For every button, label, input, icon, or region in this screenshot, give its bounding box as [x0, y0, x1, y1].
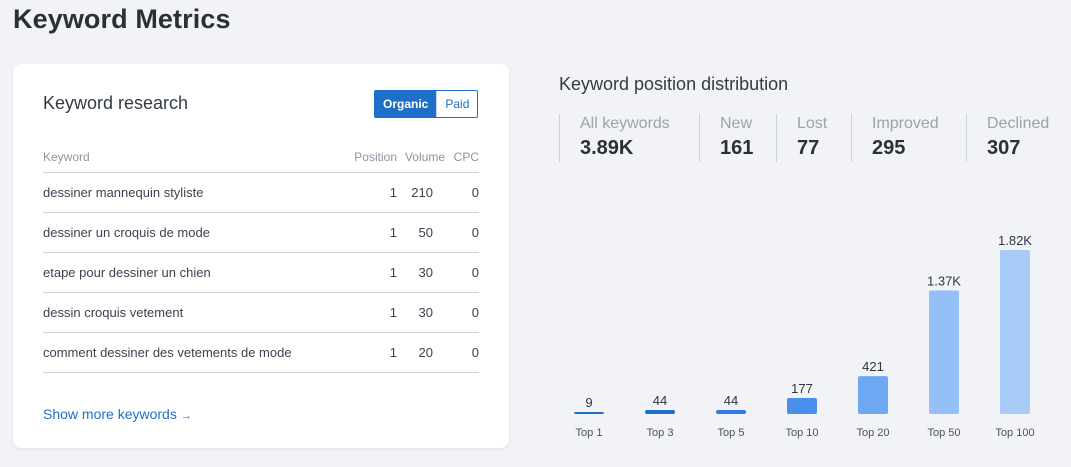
metric-all-keywords: All keywords 3.89K: [559, 114, 699, 162]
volume-cell: 30: [418, 305, 433, 320]
page-title: Keyword Metrics: [13, 4, 231, 34]
table-row[interactable]: dessin croquis vetement 1 30 0: [43, 293, 479, 333]
x-tick-label: Top 3: [647, 427, 674, 439]
cpc-cell: 0: [471, 305, 479, 320]
metric-value: 3.89K: [580, 137, 634, 159]
x-tick-label: Top 1: [576, 427, 603, 439]
show-more-label: Show more keywords: [43, 406, 177, 422]
position-cell: 1: [389, 345, 397, 360]
bar-top-50[interactable]: [929, 290, 959, 414]
metric-label: Improved: [872, 115, 939, 132]
bar-top-3[interactable]: [645, 410, 675, 414]
keyword-cell: etape pour dessiner un chien: [43, 265, 211, 280]
column-header-keyword: Keyword: [43, 150, 90, 164]
volume-cell: 210: [411, 185, 433, 200]
bar-value-label: 1.82K: [998, 233, 1032, 248]
organic-paid-toggle: Organic Paid: [374, 90, 479, 118]
distribution-title: Keyword position distribution: [559, 74, 789, 94]
metric-value: 161: [720, 137, 754, 159]
bar-top-20[interactable]: [858, 376, 888, 414]
cpc-cell: 0: [471, 225, 479, 240]
bar-value-label: 9: [585, 395, 592, 410]
table-row[interactable]: etape pour dessiner un chien 1 30 0: [43, 253, 479, 293]
volume-cell: 50: [418, 225, 433, 240]
bar-value-label: 44: [724, 393, 738, 408]
table-row[interactable]: dessiner un croquis de mode 1 50 0: [43, 213, 479, 253]
metric-label: All keywords: [580, 115, 670, 132]
table-header: Keyword Position Volume CPC: [43, 142, 479, 173]
bar-value-label: 44: [653, 393, 667, 408]
position-cell: 1: [389, 185, 397, 200]
column-header-cpc: CPC: [453, 150, 479, 164]
metric-value: 77: [797, 137, 820, 159]
position-cell: 1: [389, 265, 397, 280]
bar-value-label: 1.37K: [927, 274, 961, 289]
keyword-cell: dessiner mannequin styliste: [43, 185, 204, 200]
keyword-cell: comment dessiner des vetements de mode: [43, 345, 292, 360]
table-row[interactable]: comment dessiner des vetements de mode 1…: [43, 333, 479, 373]
bar-top-100[interactable]: [1000, 250, 1030, 414]
position-cell: 1: [389, 225, 397, 240]
bar-top-10[interactable]: [787, 398, 817, 414]
column-header-position: Position: [354, 150, 397, 164]
metric-declined: Declined 307: [966, 114, 1066, 162]
column-header-volume: Volume: [404, 150, 445, 164]
metric-improved: Improved 295: [851, 114, 966, 162]
metric-value: 295: [872, 137, 906, 159]
keyword-cell: dessiner un croquis de mode: [43, 225, 210, 240]
position-distribution-chart: 9 Top 1 44 Top 3 44 Top 5 177 Top 10 421 Top 20 1.…: [574, 233, 1035, 439]
bar-top-1[interactable]: [574, 412, 604, 414]
position-cell: 1: [389, 305, 397, 320]
metric-label: Declined: [987, 115, 1050, 132]
bar-value-label: 421: [862, 359, 884, 374]
card-title: Keyword research: [43, 93, 189, 113]
bar-value-label: 177: [791, 381, 813, 396]
cpc-cell: 0: [471, 345, 479, 360]
table-row[interactable]: dessiner mannequin styliste 1 210 0: [43, 173, 479, 213]
show-more-keywords-link[interactable]: Show more keywords →: [43, 406, 192, 422]
keyword-research-card: Keyword research Organic Paid Keyword Po…: [13, 64, 509, 448]
x-tick-label: Top 5: [718, 427, 745, 439]
organic-toggle-button[interactable]: Organic: [375, 91, 437, 117]
x-tick-label: Top 10: [785, 427, 818, 439]
bar-top-5[interactable]: [716, 410, 746, 414]
metric-lost: Lost 77: [776, 114, 851, 162]
cpc-cell: 0: [471, 185, 479, 200]
paid-toggle-button[interactable]: Paid: [436, 91, 478, 117]
arrow-right-icon: →: [180, 410, 192, 422]
metric-label: Lost: [797, 115, 828, 132]
keyword-cell: dessin croquis vetement: [43, 305, 184, 320]
metric-new: New 161: [699, 114, 776, 162]
x-tick-label: Top 100: [995, 427, 1034, 439]
metrics-row: All keywords 3.89K New 161 Lost 77 Impro…: [559, 114, 1066, 162]
metric-label: New: [720, 115, 753, 132]
volume-cell: 30: [418, 265, 433, 280]
x-tick-label: Top 20: [856, 427, 889, 439]
volume-cell: 20: [418, 345, 433, 360]
cpc-cell: 0: [471, 265, 479, 280]
x-tick-label: Top 50: [927, 427, 960, 439]
keyword-table: Keyword Position Volume CPC dessiner man…: [43, 142, 479, 373]
metric-value: 307: [987, 137, 1021, 159]
